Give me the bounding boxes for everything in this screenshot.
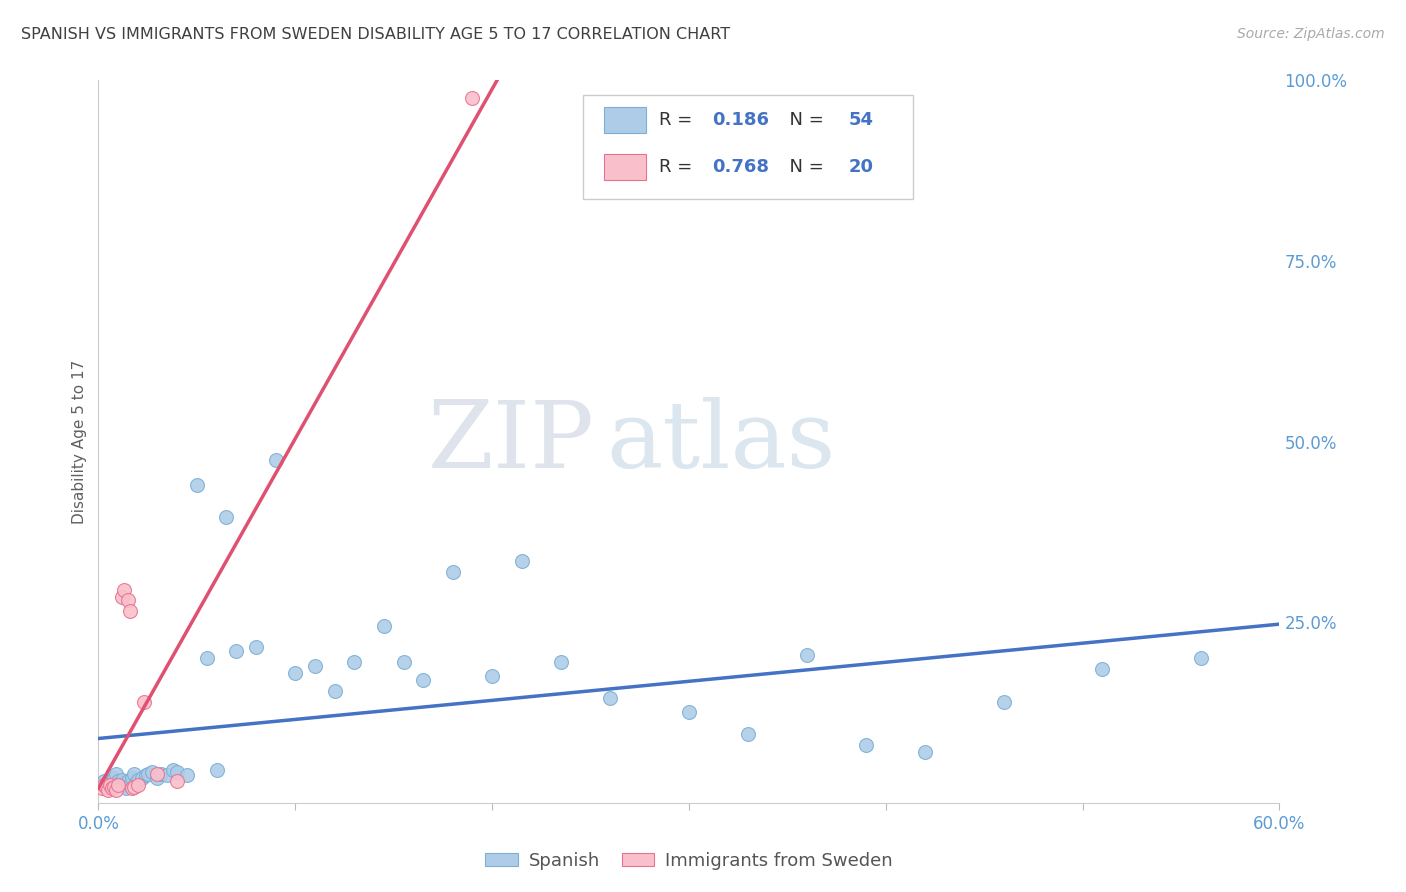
Legend: Spanish, Immigrants from Sweden: Spanish, Immigrants from Sweden	[478, 845, 900, 877]
Point	[97, 778, 120, 792]
Point	[481, 669, 503, 683]
Point	[150, 767, 173, 781]
Point	[737, 727, 759, 741]
Point	[105, 782, 128, 797]
Point	[121, 771, 143, 785]
Point	[264, 452, 287, 467]
Point	[132, 695, 155, 709]
Point	[118, 604, 141, 618]
Point	[107, 774, 129, 789]
Point	[97, 782, 120, 797]
Point	[373, 619, 395, 633]
Point	[146, 771, 169, 785]
Point	[101, 780, 124, 794]
Point	[441, 565, 464, 579]
Point	[127, 772, 149, 787]
Point	[392, 655, 415, 669]
Y-axis label: Disability Age 5 to 17: Disability Age 5 to 17	[72, 359, 87, 524]
Text: N =: N =	[778, 111, 830, 129]
Point	[215, 510, 238, 524]
Text: SPANISH VS IMMIGRANTS FROM SWEDEN DISABILITY AGE 5 TO 17 CORRELATION CHART: SPANISH VS IMMIGRANTS FROM SWEDEN DISABI…	[21, 27, 730, 42]
Text: 20: 20	[848, 158, 873, 176]
Point	[343, 655, 366, 669]
Point	[156, 768, 179, 782]
Text: R =: R =	[659, 111, 699, 129]
Point	[117, 774, 139, 789]
Point	[1091, 662, 1114, 676]
Point	[225, 644, 247, 658]
Text: 0.768: 0.768	[713, 158, 769, 176]
Point	[98, 778, 121, 792]
Point	[993, 695, 1015, 709]
Point	[166, 774, 188, 789]
Point	[461, 91, 484, 105]
Point	[112, 582, 135, 597]
Point	[195, 651, 218, 665]
Point	[166, 765, 188, 780]
Point	[111, 772, 134, 787]
Point	[107, 778, 129, 792]
Point	[796, 648, 818, 662]
Point	[103, 780, 125, 794]
Point	[1189, 651, 1212, 665]
Point	[127, 778, 149, 792]
Text: Source: ZipAtlas.com: Source: ZipAtlas.com	[1237, 27, 1385, 41]
Point	[105, 767, 128, 781]
Point	[135, 768, 157, 782]
Point	[117, 593, 139, 607]
Text: 54: 54	[848, 111, 873, 129]
Point	[510, 554, 533, 568]
Point	[678, 706, 700, 720]
FancyBboxPatch shape	[605, 107, 647, 133]
Point	[112, 778, 135, 792]
Text: ZIP: ZIP	[427, 397, 595, 486]
Point	[122, 767, 145, 781]
Point	[855, 738, 877, 752]
FancyBboxPatch shape	[582, 95, 914, 200]
Point	[186, 478, 208, 492]
Point	[131, 771, 153, 785]
Point	[111, 590, 134, 604]
Point	[284, 665, 307, 680]
Point	[412, 673, 434, 687]
Text: 0.186: 0.186	[713, 111, 769, 129]
Point	[205, 764, 228, 778]
Point	[118, 778, 141, 792]
Point	[323, 683, 346, 698]
Point	[96, 780, 118, 794]
Text: N =: N =	[778, 158, 830, 176]
Point	[136, 767, 159, 781]
Text: R =: R =	[659, 158, 699, 176]
Point	[93, 774, 115, 789]
Point	[103, 771, 125, 785]
Point	[245, 640, 267, 655]
Point	[91, 781, 114, 796]
Text: atlas: atlas	[606, 397, 835, 486]
Point	[93, 778, 115, 792]
Point	[125, 775, 148, 789]
Point	[304, 658, 326, 673]
FancyBboxPatch shape	[605, 154, 647, 180]
Point	[108, 775, 131, 789]
Point	[550, 655, 572, 669]
Point	[101, 781, 124, 796]
Point	[162, 764, 184, 778]
Point	[176, 768, 198, 782]
Point	[146, 767, 169, 781]
Point	[599, 691, 621, 706]
Point	[115, 781, 138, 796]
Point	[121, 781, 143, 796]
Point	[122, 780, 145, 794]
Point	[98, 775, 121, 789]
Point	[141, 765, 163, 780]
Point	[914, 745, 936, 759]
